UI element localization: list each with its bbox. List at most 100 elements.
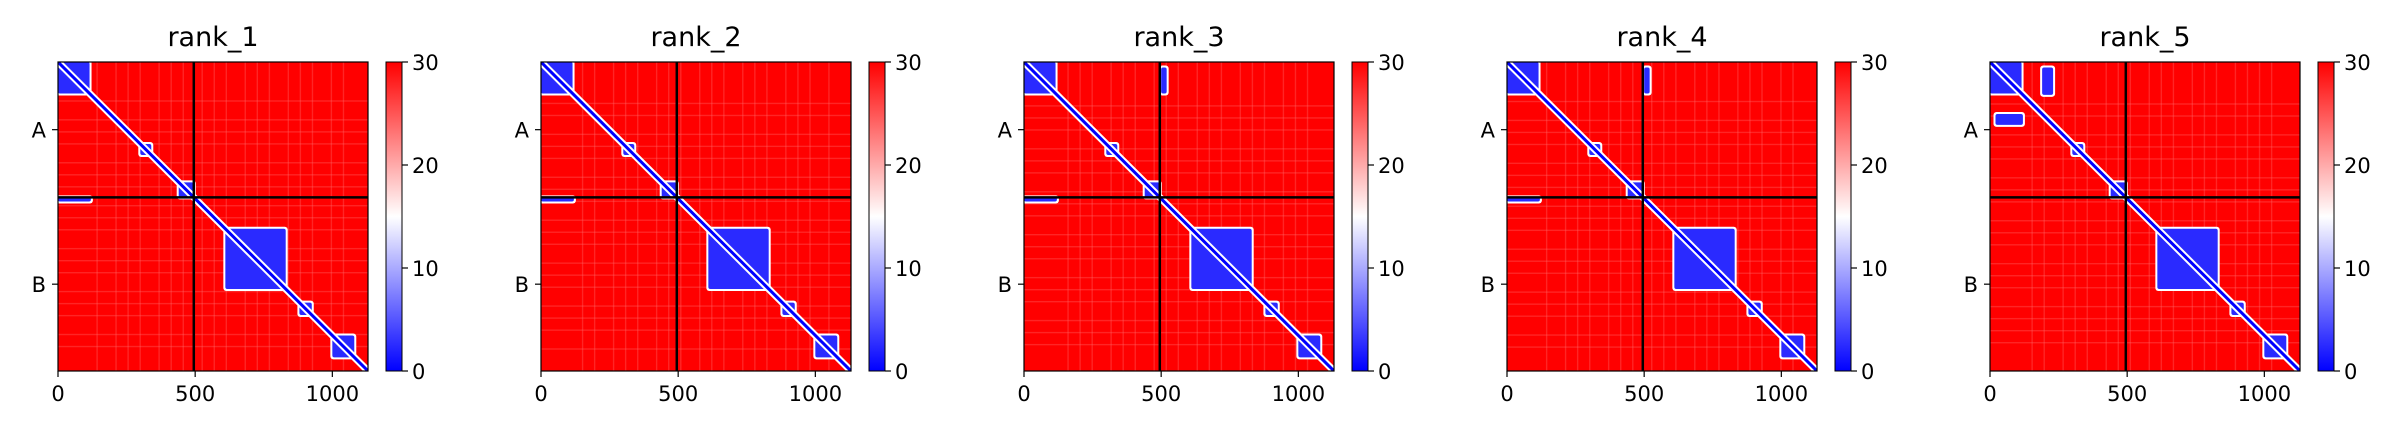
y-tick-label: B — [32, 273, 46, 297]
heatmap-stripe — [1545, 62, 1548, 371]
heatmap-stripe — [541, 305, 851, 307]
heatmap-stripe — [1507, 229, 1817, 232]
heatmap-stripe — [1122, 62, 1124, 371]
heatmap-stripe — [311, 62, 314, 371]
heatmap-stripe — [2234, 62, 2237, 371]
heatmap-stripe — [797, 62, 799, 371]
heatmap-stripe — [1749, 62, 1751, 371]
heatmap-stripe — [1706, 62, 1708, 371]
heatmap-stripe — [1067, 62, 1069, 371]
heatmap-stripe — [1576, 62, 1579, 371]
colorbar — [869, 62, 885, 371]
heatmap-stripe — [637, 62, 639, 371]
x-tick-label: 0 — [534, 382, 547, 406]
heatmap-stripe — [1990, 329, 2300, 332]
heatmap-stripe — [1507, 131, 1817, 134]
heatmap-stripe — [115, 62, 117, 371]
heatmap-stripe — [96, 62, 98, 371]
heatmap-stripe — [1990, 201, 2300, 203]
heatmap-stripe — [1024, 246, 1334, 248]
heatmap-stripe — [1718, 62, 1720, 371]
heatmap-stripe — [201, 62, 203, 371]
colorbar-tick-label: 30 — [1861, 51, 1888, 75]
heatmap-stripe — [1024, 203, 1334, 205]
heatmap-stripe — [58, 131, 368, 133]
heatmap-stripe — [58, 290, 368, 293]
x-tick-label: 500 — [658, 382, 698, 406]
colorbar-frame — [385, 61, 403, 372]
heatmap-stripe — [2129, 62, 2132, 371]
heatmap-stripe — [58, 100, 368, 102]
colorbar-tick-label: 0 — [2344, 360, 2357, 384]
heatmap-area — [58, 62, 368, 371]
heatmap-stripe — [58, 302, 368, 305]
colorbar-tick-label: 30 — [1378, 51, 1405, 75]
heatmap-stripe — [541, 286, 851, 288]
heatmap-stripe — [1737, 62, 1739, 371]
heatmap-stripe — [225, 62, 228, 371]
heatmap-stripe — [541, 317, 851, 319]
heatmap-stripe — [541, 231, 851, 233]
x-tick-label: 1000 — [306, 382, 359, 406]
heatmap-stripe — [58, 186, 368, 188]
heatmap-area — [1507, 62, 1817, 371]
x-tick-label: 500 — [1141, 382, 1181, 406]
heatmap-stripe — [711, 62, 713, 371]
heatmap-stripe — [58, 229, 368, 231]
y-tick-label: A — [32, 119, 47, 143]
heatmap-stripe — [1110, 62, 1112, 371]
plot-frame — [1506, 61, 1818, 372]
colorbar-frame — [1834, 61, 1852, 372]
heatmap-stripe — [1792, 62, 1794, 371]
heatmap-stripe — [268, 62, 271, 371]
colorbar-tick-label: 10 — [1861, 257, 1888, 281]
heatmap-stripe — [1024, 191, 1334, 193]
heatmap-stripe — [58, 119, 368, 121]
heatmap-stripe — [1282, 62, 1285, 371]
heatmap-stripe — [541, 188, 851, 191]
heatmap-stripe — [1024, 234, 1334, 236]
heatmap-stripe — [541, 102, 851, 105]
y-tick-label: B — [515, 273, 529, 297]
panel-title: rank_1 — [167, 22, 258, 53]
low-error-block — [1995, 113, 2023, 125]
diagonal-band — [1507, 62, 1817, 371]
heatmap-stripe — [1079, 62, 1081, 371]
plot-frame — [57, 61, 369, 372]
heatmap-stripe — [1632, 62, 1634, 371]
heatmap-stripe — [1990, 146, 2300, 148]
heatmap-stripe — [809, 62, 811, 371]
heatmap-stripe — [1651, 62, 1653, 371]
heatmap-stripe — [342, 62, 345, 371]
heatmap-stripe — [1990, 342, 2300, 344]
heatmap-stripe — [1263, 62, 1266, 371]
heatmap-stripe — [1990, 287, 2300, 289]
colorbar-tick-label: 30 — [895, 51, 922, 75]
panel-title: rank_4 — [1616, 22, 1707, 53]
colorbar-tick-label: 20 — [412, 154, 439, 178]
heatmap-stripe — [754, 62, 756, 371]
heatmap-stripe — [766, 62, 768, 371]
colorbar-tick-label: 10 — [1378, 257, 1405, 281]
heatmap-stripe — [1294, 62, 1297, 371]
heatmap-stripe — [1990, 134, 2300, 136]
heatmap-stripe — [1990, 275, 2300, 277]
heatmap-stripe — [58, 174, 368, 176]
x-tick-label: 500 — [1624, 382, 1664, 406]
heatmap-stripe — [2086, 62, 2088, 371]
heatmap-stripe — [1507, 346, 1817, 348]
heatmap-stripe — [1239, 62, 1242, 371]
heatmap-stripe — [1507, 272, 1817, 274]
colorbar-tick-label: 20 — [2344, 154, 2371, 178]
heatmap-stripe — [1675, 62, 1677, 371]
heatmap-stripe — [1024, 105, 1334, 107]
panel-title: rank_5 — [2099, 22, 2190, 53]
heatmap-stripe — [1024, 331, 1334, 334]
heatmap-stripe — [1165, 62, 1167, 371]
colorbar-tick-label: 10 — [895, 257, 922, 281]
heatmap-stripe — [2117, 62, 2119, 371]
heatmap-stripe — [1990, 244, 2300, 246]
heatmap-stripe — [1507, 186, 1817, 189]
heatmap-stripe — [541, 200, 851, 203]
colorbar-tick-label: 0 — [895, 360, 908, 384]
